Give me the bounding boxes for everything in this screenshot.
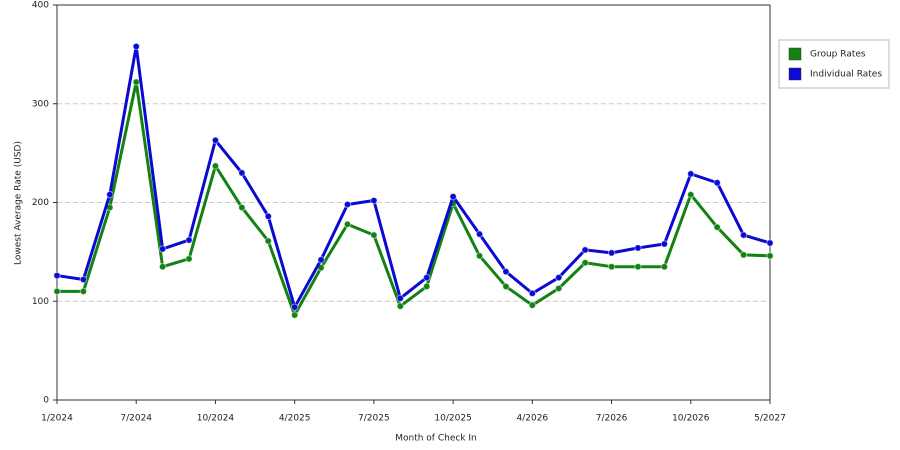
x-tick-label: 10/2024 bbox=[197, 414, 235, 424]
data-point bbox=[132, 42, 140, 51]
data-point bbox=[423, 273, 431, 282]
data-point bbox=[607, 249, 616, 257]
data-point bbox=[185, 236, 193, 244]
x-tick-label: 10/2025 bbox=[434, 414, 471, 424]
legend: Group Rates Individual Rates bbox=[778, 39, 890, 89]
data-point bbox=[79, 287, 88, 296]
data-point bbox=[317, 256, 325, 264]
plot-frame bbox=[56, 4, 771, 401]
data-point bbox=[185, 255, 193, 263]
legend-label: Individual Rates bbox=[810, 70, 882, 80]
data-point bbox=[713, 223, 721, 231]
data-point bbox=[475, 230, 484, 238]
y-tick-label: 200 bbox=[32, 198, 49, 208]
data-point bbox=[687, 170, 695, 178]
data-point bbox=[106, 190, 114, 199]
legend-label: Group Rates bbox=[810, 50, 866, 60]
data-point bbox=[423, 282, 431, 291]
y-tick-label: 100 bbox=[32, 297, 49, 307]
data-point bbox=[290, 303, 299, 311]
data-point bbox=[370, 231, 378, 239]
data-point bbox=[766, 239, 774, 247]
data-point bbox=[502, 267, 510, 276]
data-point bbox=[475, 252, 484, 260]
x-axis-label: Month of Check In bbox=[395, 434, 477, 444]
data-point bbox=[449, 192, 457, 201]
data-point bbox=[343, 200, 352, 209]
series-line bbox=[56, 44, 771, 309]
data-point bbox=[132, 78, 140, 86]
data-point bbox=[739, 231, 748, 239]
data-point bbox=[739, 251, 748, 259]
data-point bbox=[290, 311, 299, 319]
x-tick-label: 5/2027 bbox=[754, 414, 786, 424]
x-tick-label: 7/2025 bbox=[358, 414, 390, 424]
y-tick-label: 400 bbox=[32, 1, 49, 11]
data-point bbox=[370, 196, 378, 205]
x-tick-label: 7/2024 bbox=[120, 414, 152, 424]
data-point bbox=[264, 212, 272, 221]
data-point bbox=[607, 262, 616, 271]
data-point bbox=[158, 262, 167, 271]
y-tick-label: 0 bbox=[43, 396, 49, 406]
data-point bbox=[53, 271, 61, 280]
data-point bbox=[634, 262, 642, 271]
data-point bbox=[238, 203, 246, 212]
data-point bbox=[396, 302, 404, 310]
data-point bbox=[660, 240, 669, 248]
data-point bbox=[528, 301, 537, 309]
data-point bbox=[211, 162, 220, 170]
data-point bbox=[581, 259, 589, 267]
data-point bbox=[766, 252, 774, 260]
data-point bbox=[343, 220, 352, 228]
data-point bbox=[53, 287, 61, 296]
data-point bbox=[713, 179, 721, 187]
data-point bbox=[660, 262, 669, 271]
legend-swatch bbox=[788, 47, 802, 61]
data-point bbox=[79, 275, 88, 284]
y-axis-label: Lowest Average Rate (USD) bbox=[14, 141, 24, 265]
data-point bbox=[158, 245, 167, 253]
y-tick-label: 300 bbox=[32, 99, 49, 109]
series-line bbox=[57, 80, 771, 317]
data-point bbox=[396, 294, 404, 302]
x-tick-label: 1/2024 bbox=[41, 414, 73, 424]
data-point bbox=[687, 190, 695, 199]
data-point bbox=[528, 289, 537, 298]
data-point bbox=[264, 237, 272, 245]
x-tick-label: 7/2026 bbox=[596, 414, 628, 424]
x-tick-label: 4/2025 bbox=[279, 414, 311, 424]
legend-box bbox=[778, 39, 890, 89]
data-point bbox=[502, 282, 510, 291]
x-tick-label: 4/2026 bbox=[516, 414, 548, 424]
data-point bbox=[238, 169, 246, 177]
data-point bbox=[581, 246, 589, 254]
data-point bbox=[555, 284, 563, 293]
x-tick-label: 10/2026 bbox=[672, 414, 710, 424]
data-point bbox=[211, 136, 220, 144]
data-point bbox=[555, 273, 563, 282]
legend-swatch bbox=[788, 67, 802, 81]
data-point bbox=[634, 244, 642, 252]
